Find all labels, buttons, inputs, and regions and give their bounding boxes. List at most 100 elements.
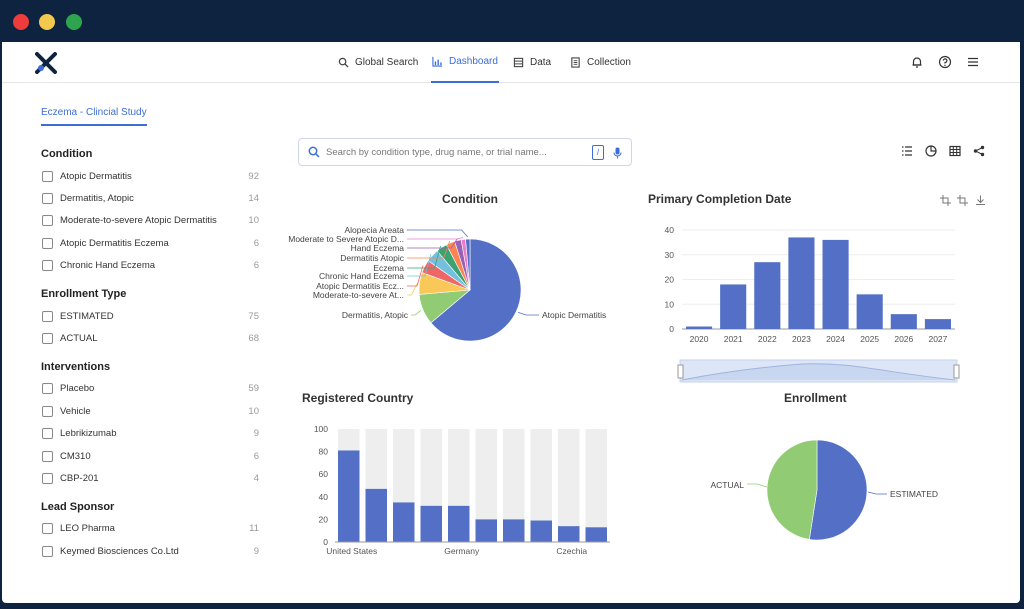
checkbox[interactable] [42,545,53,557]
checkbox[interactable] [42,450,53,462]
close-window-button[interactable] [13,14,29,30]
download-icon[interactable] [975,195,986,206]
help-icon[interactable] [938,55,952,69]
grid-icon[interactable] [949,145,961,157]
filter-option[interactable]: Vehicle 10 [42,403,262,419]
bar-background [475,429,497,542]
study-tab[interactable]: Eczema - Clincial Study [41,107,147,126]
pie-label-line [411,309,422,316]
list-icon[interactable] [901,145,913,157]
filter-sidebar: Eczema - Clincial Study Condition Atopic … [2,84,272,603]
checkbox[interactable] [42,310,53,322]
minimize-window-button[interactable] [39,14,55,30]
filter-option[interactable]: ESTIMATED 75 [42,308,262,324]
menu-icon[interactable] [966,55,980,69]
y-tick-label: 20 [665,275,675,285]
checkbox[interactable] [42,383,53,395]
zoom-icon[interactable] [940,195,951,206]
nav-collection[interactable]: Collection [570,42,631,83]
share-icon[interactable] [973,145,985,157]
checkbox[interactable] [42,237,53,249]
zoom-slider-preview [681,363,956,381]
filter-option-label: Moderate-to-severe Atopic Dermatitis [60,215,217,227]
pie-label: Moderate-to-severe At... [313,290,404,300]
maximize-window-button[interactable] [66,14,82,30]
nav-data-label: Data [530,57,552,68]
app-window: Global Search Dashboard Data Collection … [2,42,1020,603]
y-tick-label: 80 [319,447,329,457]
filter-option-count: 75 [248,310,259,322]
filter-option-label: ACTUAL [60,332,98,344]
charts-canvas: Atopic Dermatitis Dermatitis, Atopic Moder… [288,225,960,556]
bar-background [585,429,607,542]
app-logo[interactable] [35,52,59,74]
pie-label: ESTIMATED [890,489,938,499]
bar [448,505,470,542]
pie-chart-icon[interactable] [925,145,937,157]
filter-option[interactable]: CM310 6 [42,448,262,464]
filter-option-count: 10 [248,215,259,227]
zoom-handle-right [953,364,960,379]
search-input[interactable]: Search by condition type, drug name, or … [326,146,547,158]
filter-option-count: 6 [253,237,259,249]
nav-data[interactable]: Data [513,42,551,83]
nav-global-search[interactable]: Global Search [338,42,418,83]
filter-option[interactable]: Moderate-to-severe Atopic Dermatitis 10 [42,213,262,229]
bar [585,527,607,542]
bar [365,488,387,542]
checkbox[interactable] [42,260,53,272]
x-tick-label: United States [326,546,377,556]
filter-option[interactable]: Keymed Biosciences Co.Ltd 9 [42,543,262,559]
filter-section-title: Lead Sponsor [41,500,115,513]
bar [890,314,917,329]
checkbox[interactable] [42,405,53,417]
collection-icon [571,57,580,68]
completion-chart-title: Primary Completion Date [648,192,792,206]
checkbox[interactable] [42,332,53,344]
nav-collection-label: Collection [587,57,631,68]
checkbox[interactable] [42,523,53,535]
pie-label: Atopic Dermatitis Ecz... [316,281,404,291]
enrollment-chart-title: Enrollment [784,391,847,405]
microphone-icon[interactable] [613,147,622,159]
filter-option-label: CBP-201 [60,472,99,484]
x-tick-label: 2020 [690,334,709,344]
pie-slice [465,238,471,291]
bar [822,239,849,329]
filter-option[interactable]: ACTUAL 68 [42,330,262,346]
bell-icon[interactable] [910,55,924,69]
filter-option[interactable]: Dermatitis, Atopic 14 [42,190,262,206]
filter-option-count: 59 [248,383,259,395]
zoom-reset-icon[interactable] [957,195,968,206]
checkbox[interactable] [42,170,53,182]
filter-option-count: 9 [253,545,259,557]
country-chart-title: Registered Country [302,391,414,405]
y-tick-label: 0 [669,324,674,334]
checkbox[interactable] [42,215,53,227]
filter-option[interactable]: Atopic Dermatitis Eczema 6 [42,235,262,251]
filter-option[interactable]: Chronic Hand Eczema 6 [42,258,262,274]
bar [558,526,580,542]
filter-option-count: 11 [249,523,259,535]
filter-option-count: 6 [253,260,259,272]
filter-option-label: Atopic Dermatitis [60,170,132,182]
nav-dashboard[interactable]: Dashboard [431,42,499,83]
checkbox[interactable] [42,472,53,484]
filter-option[interactable]: Placebo 59 [42,381,262,397]
x-tick-label: 2025 [860,334,879,344]
bar [924,319,951,329]
condition-chart-title: Condition [442,192,498,206]
filter-option[interactable]: LEO Pharma 11 [42,521,262,537]
y-tick-label: 100 [314,424,328,434]
y-tick-label: 30 [665,250,675,260]
checkbox[interactable] [42,192,53,204]
filter-option[interactable]: CBP-201 4 [42,470,262,486]
filter-option[interactable]: Atopic Dermatitis 92 [42,168,262,184]
filter-option[interactable]: Lebrikizumab 9 [42,426,262,442]
pie-label: Alopecia Areata [344,225,404,235]
filter-option-label: Placebo [60,383,95,395]
bar [420,505,442,542]
search-bar[interactable]: Search by condition type, drug name, or … [298,138,632,166]
filter-option-label: Keymed Biosciences Co.Ltd [60,545,179,557]
checkbox[interactable] [42,428,53,440]
